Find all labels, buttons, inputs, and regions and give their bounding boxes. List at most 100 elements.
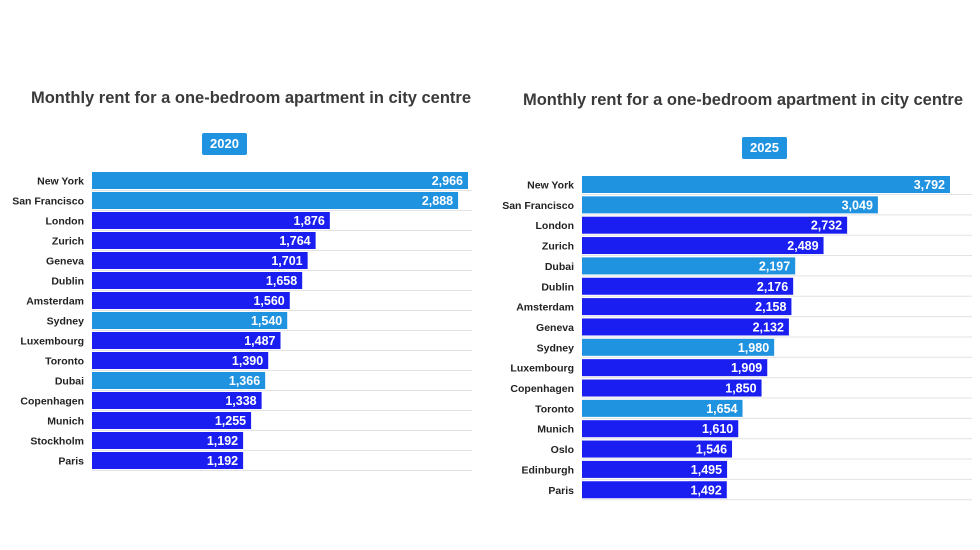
bar [92, 412, 252, 429]
value-label: 2,888 [422, 194, 453, 208]
category-label: Dubai [55, 376, 84, 388]
category-label: Zurich [542, 241, 574, 253]
category-label: Sydney [47, 316, 85, 328]
value-label: 2,158 [755, 300, 786, 314]
category-label: Munich [537, 424, 574, 436]
bar [582, 318, 789, 336]
value-label: 2,132 [753, 320, 784, 334]
bar [582, 298, 792, 316]
bar [92, 292, 290, 309]
value-label: 1,540 [251, 314, 282, 328]
bar [582, 216, 848, 234]
value-label: 1,255 [215, 414, 246, 428]
category-label: Copenhagen [510, 383, 574, 395]
bar [582, 460, 728, 478]
chart-title: Monthly rent for a one-bedroom apartment… [30, 89, 472, 107]
bar [582, 338, 775, 356]
category-label: New York [527, 180, 574, 192]
value-label: 1,876 [294, 214, 325, 228]
bar [582, 359, 768, 377]
category-label: Stockholm [30, 436, 84, 448]
value-label: 1,390 [232, 354, 263, 368]
category-label: Dublin [541, 281, 574, 293]
value-label: 2,197 [759, 259, 790, 273]
category-label: Amsterdam [26, 296, 84, 308]
bar [92, 452, 244, 469]
value-label: 2,732 [811, 219, 842, 233]
value-label: 1,701 [271, 254, 302, 268]
chart-panel-2020: Monthly rent for a one-bedroom apartment… [12, 89, 472, 471]
bar [582, 237, 824, 255]
category-label: Zurich [52, 236, 84, 248]
value-label: 1,495 [691, 463, 722, 477]
category-label: Oslo [551, 444, 574, 456]
value-label: 1,909 [731, 361, 762, 375]
bar [92, 232, 316, 249]
bar [582, 481, 727, 499]
year-badge: 2025 [742, 137, 787, 159]
value-label: 1,560 [253, 294, 284, 308]
category-label: Toronto [45, 356, 84, 368]
category-label: Amsterdam [516, 302, 574, 314]
year-badge: 2020 [202, 133, 247, 155]
category-label: San Francisco [12, 196, 84, 208]
bar [92, 352, 269, 369]
bar [582, 196, 878, 214]
bar [582, 440, 733, 458]
value-label: 1,654 [706, 402, 737, 416]
value-label: 1,546 [696, 443, 727, 457]
value-label: 1,610 [702, 422, 733, 436]
value-label: 1,192 [207, 454, 238, 468]
category-label: Toronto [535, 403, 574, 415]
category-label: Paris [58, 456, 84, 468]
category-label: Luxembourg [510, 363, 574, 375]
bar [582, 176, 950, 193]
category-label: Luxembourg [20, 336, 84, 348]
category-label: Paris [548, 485, 574, 497]
bar [92, 192, 459, 209]
category-label: Dublin [51, 276, 84, 288]
bar [92, 272, 303, 289]
bar [92, 252, 308, 269]
category-label: Geneva [536, 322, 574, 334]
value-label: 1,487 [244, 334, 275, 348]
value-label: 2,489 [787, 239, 818, 253]
bar [92, 332, 281, 349]
bar [92, 312, 288, 329]
bar [92, 432, 244, 449]
bar [92, 392, 262, 409]
category-label: San Francisco [502, 200, 574, 212]
category-label: Geneva [46, 256, 84, 268]
bar [92, 372, 266, 389]
category-label: Edinburgh [522, 464, 575, 476]
category-label: New York [37, 176, 84, 188]
category-label: Munich [47, 416, 84, 428]
value-label: 3,049 [842, 198, 873, 212]
chart-title: Monthly rent for a one-bedroom apartment… [522, 91, 964, 109]
value-label: 1,366 [229, 374, 260, 388]
bar [92, 172, 468, 189]
value-label: 1,850 [725, 382, 756, 396]
category-label: Dubai [545, 261, 574, 273]
value-label: 1,492 [691, 483, 722, 497]
bar [92, 212, 330, 229]
value-label: 1,192 [207, 434, 238, 448]
value-label: 2,966 [432, 174, 463, 188]
category-label: Copenhagen [20, 396, 84, 408]
value-label: 1,658 [266, 274, 297, 288]
bar [582, 379, 762, 397]
value-label: 1,764 [279, 234, 310, 248]
bar [582, 257, 796, 275]
value-label: 1,338 [225, 394, 256, 408]
bar-chart-2025: New York 3,792 San Francisco 3,049 London 2,7… [502, 176, 972, 501]
chart-panel-2025: Monthly rent for a one-bedroom apartment… [490, 0, 980, 550]
bar [582, 277, 794, 295]
value-label: 2,176 [757, 280, 788, 294]
bar [582, 420, 739, 438]
value-label: 1,980 [738, 341, 769, 355]
category-label: London [536, 220, 574, 232]
bar [582, 399, 743, 417]
category-label: Sydney [537, 342, 575, 354]
value-label: 3,792 [914, 178, 945, 192]
category-label: London [46, 216, 84, 228]
